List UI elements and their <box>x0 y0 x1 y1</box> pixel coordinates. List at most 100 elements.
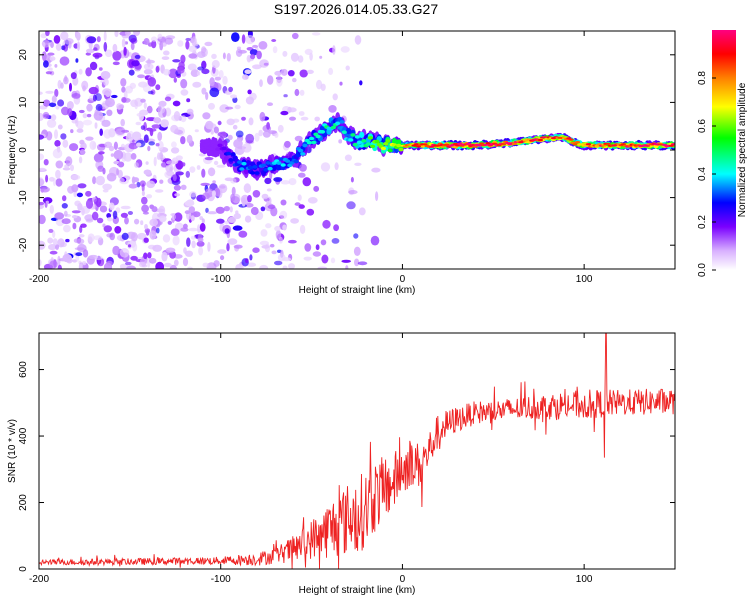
noise-blob <box>45 90 54 94</box>
noise-blob <box>151 40 157 49</box>
noise-blob <box>71 119 78 124</box>
ridge-segment <box>337 126 343 130</box>
ridge-segment <box>387 148 393 153</box>
noise-blob <box>140 220 144 226</box>
noise-blob <box>130 255 138 261</box>
noise-blob <box>78 262 84 269</box>
noise-blob <box>47 67 53 71</box>
noise-blob <box>147 77 157 87</box>
noise-blob <box>217 120 222 126</box>
noise-blob <box>210 129 214 135</box>
noise-blob <box>169 251 177 259</box>
noise-blob <box>274 225 281 232</box>
noise-blob <box>189 191 197 198</box>
noise-blob <box>86 113 92 118</box>
ridge-segment <box>476 144 483 147</box>
noise-blob <box>114 31 119 38</box>
noise-blob <box>250 206 259 216</box>
noise-blob <box>294 202 301 206</box>
ridge-segment <box>415 145 421 148</box>
colorbar-tick-label: 0.6 <box>697 119 708 133</box>
ridge-segment <box>348 138 354 142</box>
noise-blob <box>185 40 190 50</box>
noise-blob <box>370 235 380 246</box>
noise-blob <box>40 33 47 39</box>
noise-blob <box>65 238 70 243</box>
snr-x-label: Height of straight line (km) <box>299 585 416 596</box>
ridge-segment <box>398 147 404 152</box>
noise-blob <box>245 258 249 264</box>
noise-blob <box>98 151 105 155</box>
noise-blob <box>174 193 181 197</box>
noise-blob <box>258 41 268 50</box>
noise-blob <box>80 223 87 228</box>
noise-blob <box>125 85 133 94</box>
ridge-segment <box>202 143 208 147</box>
snr-frame <box>38 332 676 570</box>
noise-blob <box>141 183 145 193</box>
noise-blob <box>204 41 213 47</box>
noise-blob <box>228 86 234 92</box>
ridge-segment <box>261 163 267 168</box>
noise-blob <box>61 218 71 225</box>
noise-blob <box>86 103 93 112</box>
noise-blob <box>315 244 320 251</box>
noise-blob <box>92 176 97 185</box>
noise-blob <box>130 38 138 44</box>
noise-blob <box>96 36 101 43</box>
noise-blob <box>141 190 145 196</box>
noise-blob <box>267 204 276 210</box>
noise-blob <box>127 211 133 215</box>
noise-blob <box>116 168 120 176</box>
noise-blob <box>180 115 187 123</box>
noise-blob <box>124 31 131 36</box>
noise-blob <box>102 189 109 193</box>
noise-blob <box>184 210 191 215</box>
noise-blob <box>172 235 180 246</box>
noise-blob <box>358 207 366 216</box>
snr-y-label: SNR (10 * v/v) <box>7 419 18 483</box>
noise-blob <box>39 167 46 171</box>
ridge-segment <box>367 136 373 140</box>
noise-blob <box>42 111 50 120</box>
noise-blob <box>345 265 349 269</box>
noise-blob <box>55 43 62 51</box>
noise-blob <box>76 120 84 130</box>
noise-blob <box>172 100 181 107</box>
noise-blob <box>85 218 94 223</box>
noise-blob <box>174 128 179 134</box>
noise-blob <box>145 161 149 165</box>
ridge-segment <box>213 151 219 158</box>
noise-blob <box>223 206 231 212</box>
noise-blob <box>271 39 277 42</box>
noise-blob <box>209 87 220 98</box>
noise-blob <box>106 213 112 219</box>
ridge-segment <box>208 149 214 157</box>
noise-blob <box>211 60 220 69</box>
ridge-segment <box>208 146 214 151</box>
ridge-segment <box>319 130 326 134</box>
noise-blob <box>157 140 164 151</box>
noise-blob <box>40 186 51 193</box>
noise-blob <box>128 142 139 150</box>
x-tick-label: 0 <box>400 574 406 585</box>
noise-blob <box>39 153 45 161</box>
noise-blob <box>282 50 288 57</box>
noise-blob <box>332 45 336 55</box>
noise-blob <box>258 129 264 137</box>
noise-blob <box>314 116 321 122</box>
noise-blob <box>353 233 359 239</box>
noise-blob <box>147 42 153 47</box>
noise-blob <box>282 224 287 231</box>
noise-blob <box>201 47 208 58</box>
noise-blob <box>131 232 138 242</box>
ridge-segment <box>204 139 210 143</box>
noise-blob <box>173 77 177 83</box>
noise-blob <box>39 259 42 266</box>
ridge-segment <box>396 139 402 146</box>
x-tick-label: 100 <box>576 574 593 585</box>
noise-blob <box>105 92 111 98</box>
noise-blob <box>281 257 292 262</box>
noise-blob <box>207 167 216 177</box>
noise-blob <box>95 175 106 186</box>
